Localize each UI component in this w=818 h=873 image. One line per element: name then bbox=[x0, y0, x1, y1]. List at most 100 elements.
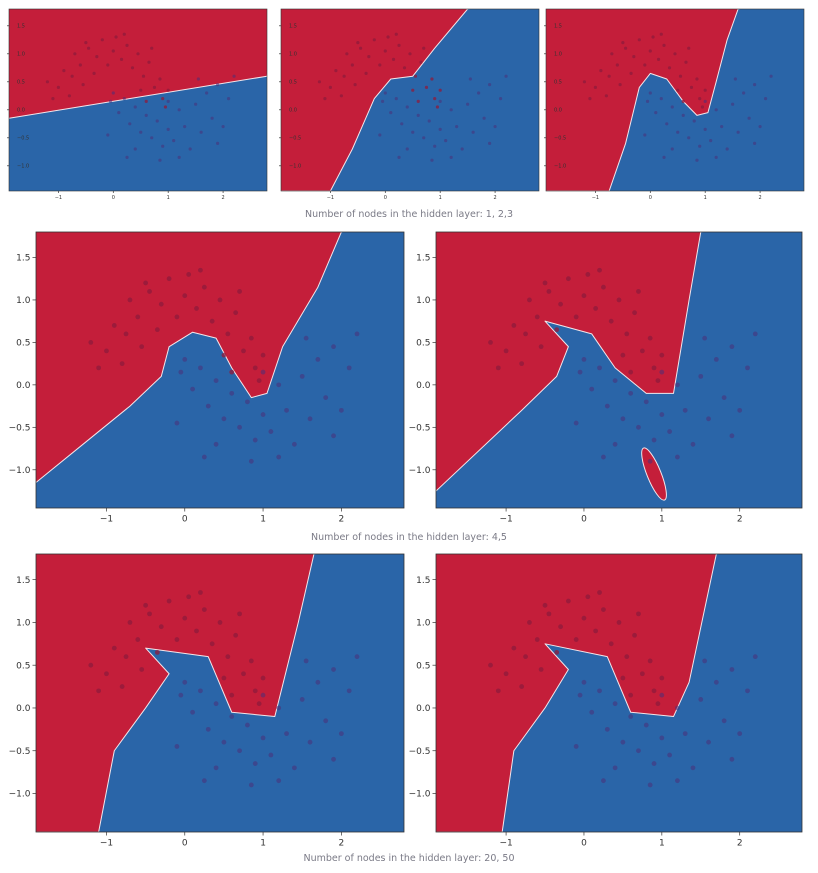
plot-4-node: −1 0 1 2 −1.0 −0.5 0.0 0.5 1.0 1.5 bbox=[0, 228, 408, 528]
data-point-blue bbox=[260, 412, 266, 417]
data-point-red bbox=[229, 692, 235, 698]
data-point-red bbox=[616, 620, 622, 625]
data-point-red bbox=[122, 32, 126, 36]
data-point-red bbox=[588, 97, 592, 101]
plot-4-node-svg: −1 0 1 2 −1.0 −0.5 0.0 0.5 1.0 1.5 bbox=[9, 231, 405, 525]
data-point-red bbox=[581, 615, 587, 621]
data-point-blue bbox=[729, 433, 735, 439]
data-point-blue bbox=[106, 133, 110, 137]
data-point-red bbox=[597, 267, 602, 273]
data-point-blue bbox=[226, 97, 231, 101]
data-point-blue bbox=[416, 113, 420, 117]
data-point-red bbox=[527, 297, 532, 303]
data-point-blue bbox=[303, 335, 309, 341]
data-point-red bbox=[662, 43, 666, 48]
data-point-red bbox=[378, 63, 382, 67]
data-point-blue bbox=[221, 125, 225, 129]
plot-frame bbox=[35, 553, 405, 833]
data-point-blue bbox=[122, 97, 126, 101]
data-point-blue bbox=[438, 127, 442, 131]
data-point-red bbox=[111, 49, 115, 53]
x-tick-label: −1 bbox=[100, 839, 113, 849]
data-point-red bbox=[317, 80, 322, 84]
y-tick-label: 1.0 bbox=[416, 296, 431, 306]
data-point-blue bbox=[331, 344, 336, 350]
data-point-blue bbox=[354, 331, 360, 337]
data-point-red bbox=[511, 645, 517, 651]
y-tick-label: −0.5 bbox=[9, 747, 31, 757]
data-point-red bbox=[639, 671, 645, 677]
caption-row-1: Number of nodes in the hidden layer: 1, … bbox=[304, 209, 513, 220]
x-tick-label: 2 bbox=[493, 195, 496, 201]
data-point-blue bbox=[161, 144, 165, 148]
data-point-red bbox=[252, 365, 258, 371]
caption-row-2: Number of nodes in the hidden layer: 4,5 bbox=[311, 532, 507, 543]
data-point-blue bbox=[597, 365, 602, 371]
data-point-blue bbox=[493, 125, 497, 129]
data-point-blue bbox=[430, 158, 434, 162]
data-point-blue bbox=[276, 382, 282, 388]
data-point-blue bbox=[166, 99, 170, 103]
data-point-red bbox=[367, 55, 371, 59]
data-point-red bbox=[656, 57, 661, 62]
data-point-red bbox=[194, 306, 199, 311]
data-point-red bbox=[558, 301, 563, 307]
data-point-blue bbox=[471, 130, 475, 134]
plot-20-node: −1 0 1 2 −1.0 −0.5 0.0 0.5 1.0 1.5 bbox=[0, 550, 408, 850]
data-point-red bbox=[538, 344, 544, 350]
data-point-blue bbox=[667, 429, 673, 434]
data-point-blue bbox=[194, 102, 198, 106]
data-point-red bbox=[141, 74, 146, 78]
data-point-red bbox=[689, 85, 694, 89]
data-point-red bbox=[565, 598, 571, 604]
data-point-red bbox=[565, 276, 571, 282]
decision-regions bbox=[436, 232, 802, 508]
data-point-red bbox=[637, 38, 641, 42]
data-point-red bbox=[582, 80, 587, 84]
data-point-red bbox=[241, 348, 246, 354]
data-point-blue bbox=[698, 697, 704, 702]
data-point-red bbox=[597, 590, 602, 595]
data-point-blue bbox=[331, 433, 336, 439]
data-point-red bbox=[519, 684, 525, 689]
data-point-blue bbox=[128, 122, 132, 126]
data-point-blue bbox=[315, 356, 321, 362]
data-point-blue bbox=[733, 77, 737, 81]
data-point-red bbox=[86, 46, 91, 50]
data-point-red bbox=[104, 348, 109, 354]
x-tick-label: 0 bbox=[384, 195, 387, 201]
data-point-blue bbox=[284, 407, 289, 413]
data-point-red bbox=[201, 284, 207, 290]
data-point-red bbox=[88, 662, 94, 668]
y-tick-label: 0.0 bbox=[554, 108, 562, 114]
data-point-blue bbox=[260, 369, 266, 375]
data-point-blue bbox=[237, 424, 242, 430]
data-point-red bbox=[147, 611, 152, 617]
y-tick-label: −0.5 bbox=[17, 136, 29, 142]
data-point-blue bbox=[158, 158, 162, 162]
plot-frame bbox=[435, 553, 803, 833]
data-point-blue bbox=[769, 74, 773, 78]
data-point-blue bbox=[645, 99, 650, 103]
data-point-blue bbox=[205, 403, 211, 409]
data-point-blue bbox=[215, 141, 220, 145]
data-point-blue bbox=[659, 412, 665, 417]
data-point-blue bbox=[455, 125, 459, 129]
data-point-red bbox=[144, 99, 148, 103]
data-point-blue bbox=[205, 91, 209, 95]
data-point-blue bbox=[380, 99, 385, 103]
plot-1-node: −1 0 1 2 −1.0 −0.5 0.0 0.5 1.0 1.5 bbox=[7, 8, 268, 201]
decision-regions bbox=[281, 9, 539, 191]
data-point-blue bbox=[620, 416, 626, 422]
data-point-blue bbox=[260, 735, 266, 741]
data-point-red bbox=[225, 331, 231, 337]
data-point-red bbox=[629, 71, 633, 75]
data-point-red bbox=[356, 41, 360, 45]
data-point-blue bbox=[460, 147, 464, 151]
data-point-blue bbox=[573, 420, 579, 426]
data-point-red bbox=[217, 620, 223, 625]
data-point-blue bbox=[742, 91, 746, 95]
data-point-blue bbox=[670, 105, 674, 109]
data-point-blue bbox=[690, 765, 696, 771]
x-tick-label: 1 bbox=[167, 195, 170, 201]
